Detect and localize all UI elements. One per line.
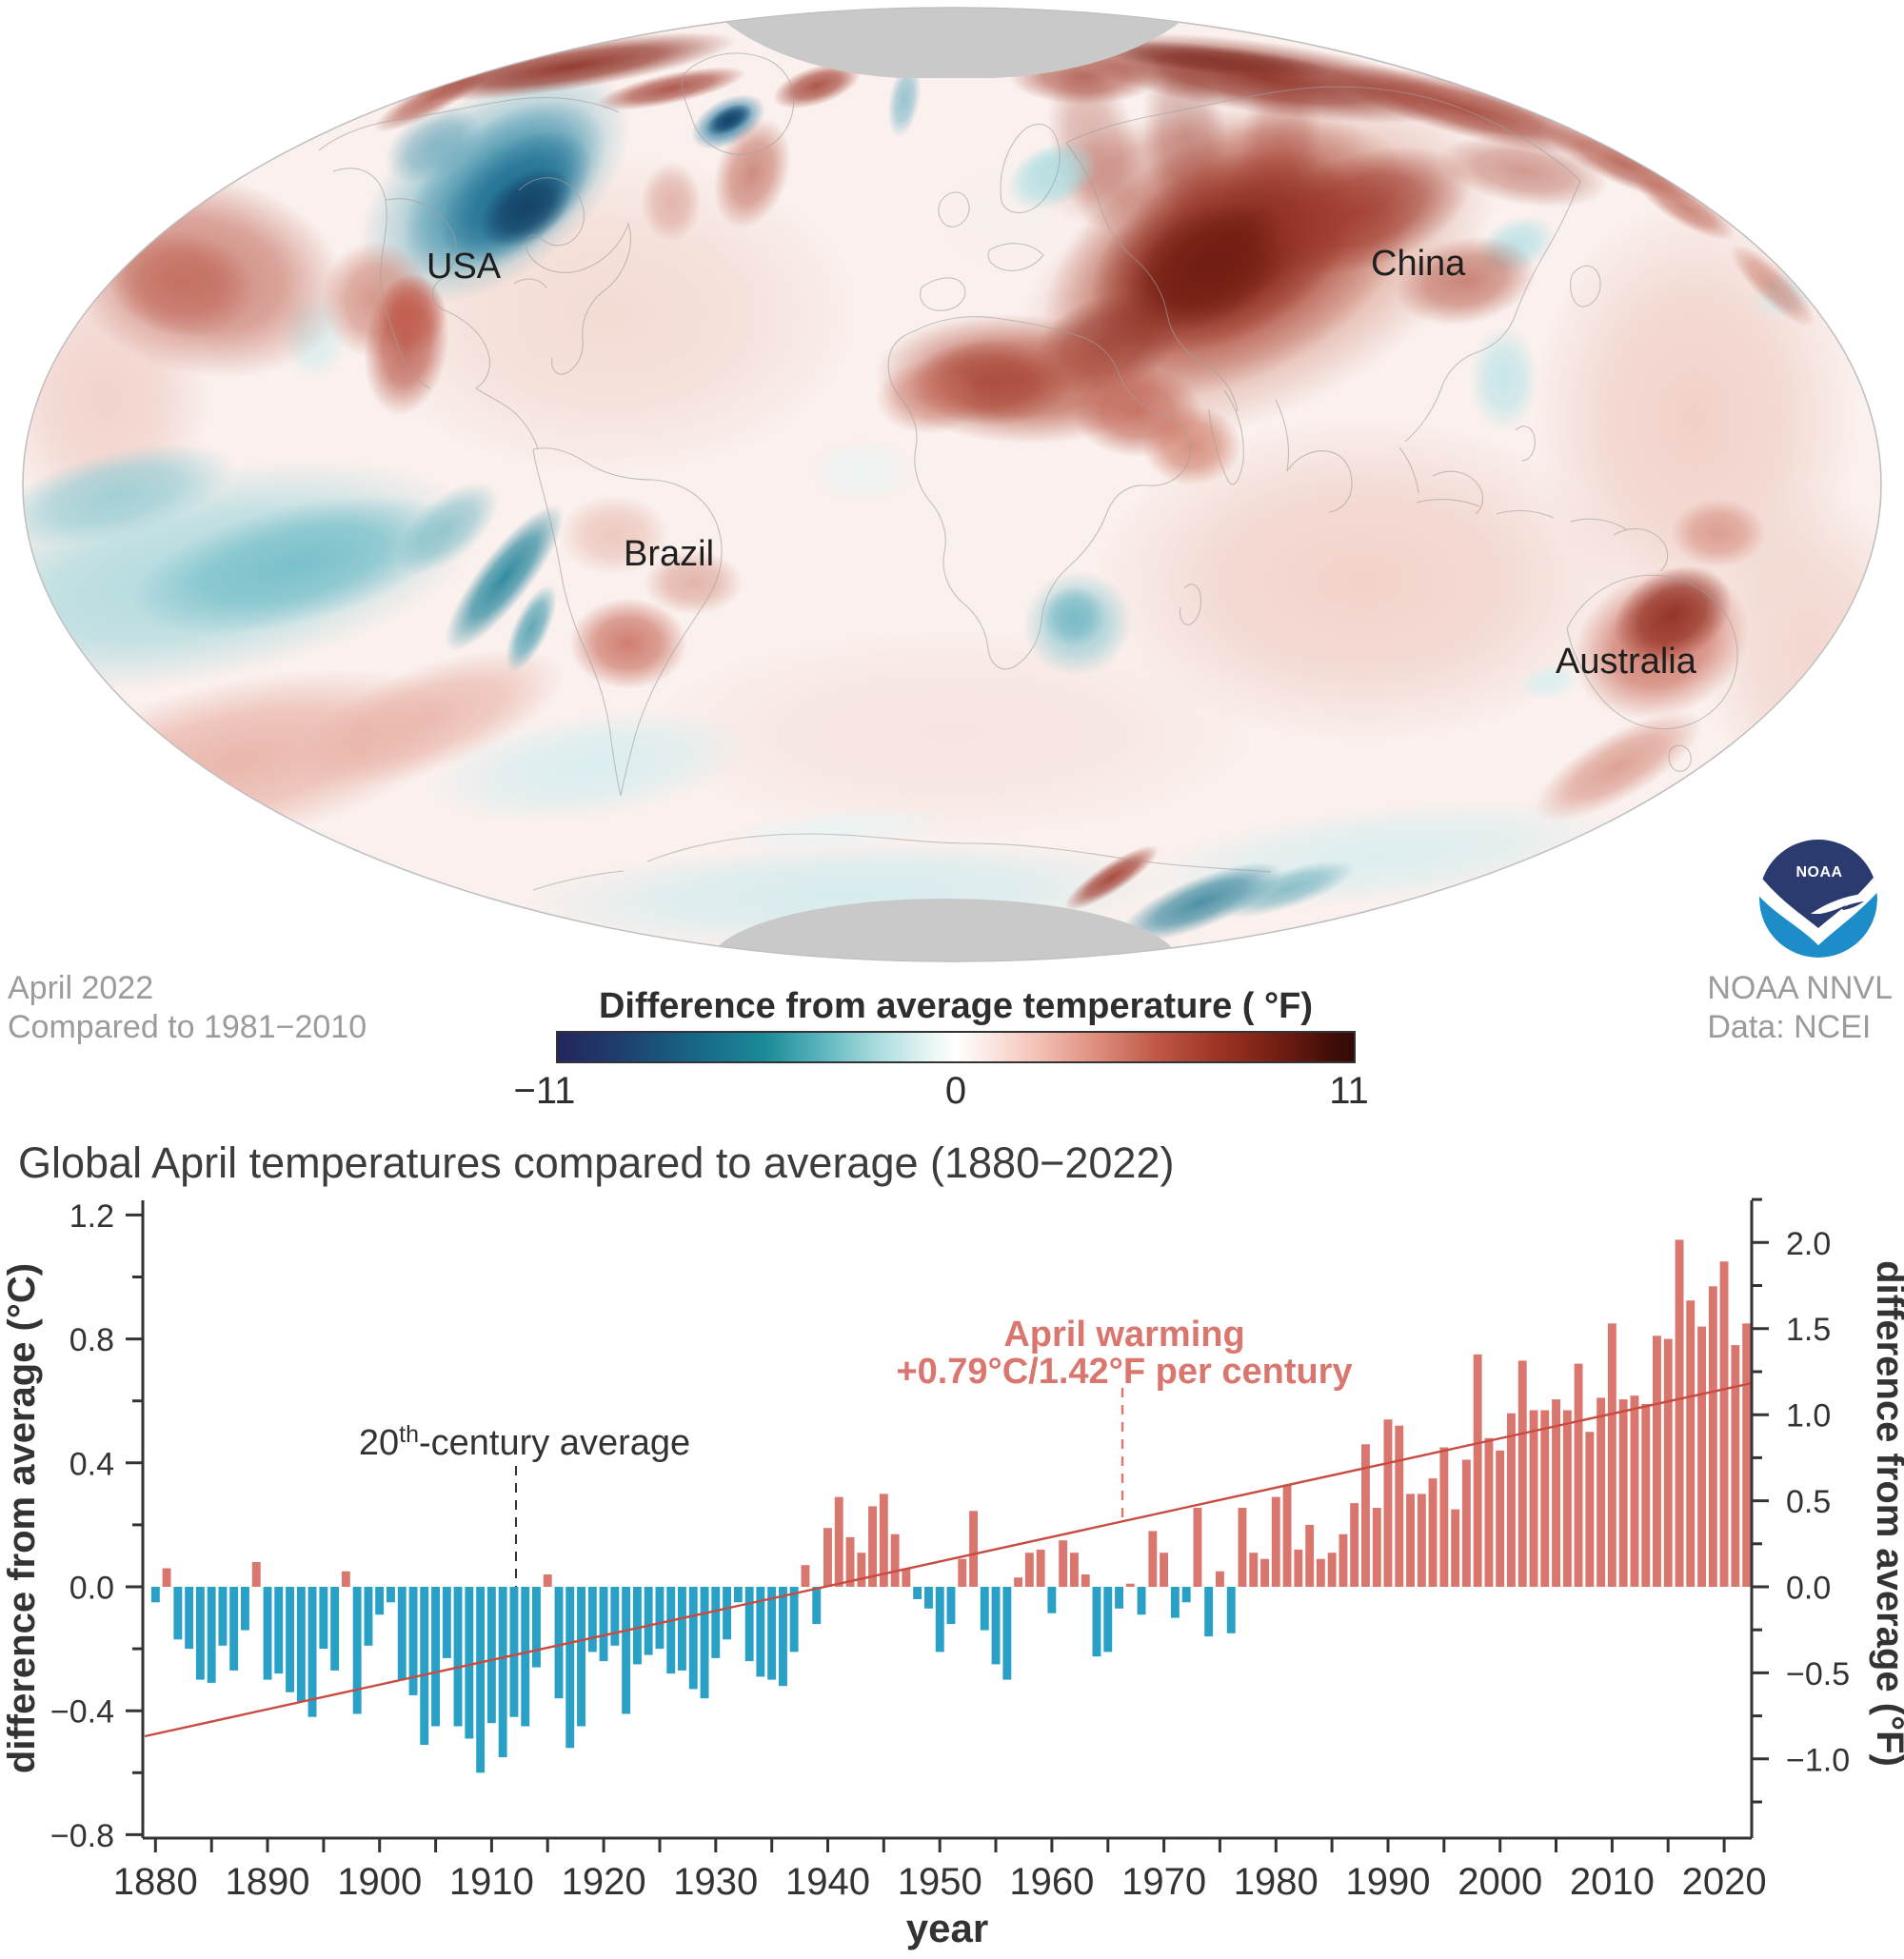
svg-text:April warming: April warming xyxy=(1003,1315,1244,1355)
svg-text:1890: 1890 xyxy=(226,1861,310,1903)
svg-text:difference from average (°F): difference from average (°F) xyxy=(1869,1260,1904,1767)
svg-text:1920: 1920 xyxy=(562,1861,646,1903)
svg-text:1990: 1990 xyxy=(1346,1861,1431,1903)
svg-text:1.0: 1.0 xyxy=(1786,1398,1831,1435)
svg-text:Australia: Australia xyxy=(1556,642,1697,682)
svg-text:1930: 1930 xyxy=(673,1861,758,1903)
svg-text:1910: 1910 xyxy=(449,1861,534,1903)
svg-text:1980: 1980 xyxy=(1234,1861,1319,1903)
svg-text:−0.4: −0.4 xyxy=(50,1694,114,1731)
svg-text:year: year xyxy=(906,1906,988,1950)
svg-text:−1.0: −1.0 xyxy=(1786,1742,1850,1778)
svg-text:1950: 1950 xyxy=(898,1861,982,1903)
svg-text:1960: 1960 xyxy=(1009,1861,1094,1903)
svg-text:NOAA: NOAA xyxy=(1795,864,1842,881)
svg-text:0.5: 0.5 xyxy=(1786,1484,1831,1520)
svg-text:1900: 1900 xyxy=(337,1861,422,1903)
svg-text:−0.5: −0.5 xyxy=(1786,1656,1850,1692)
svg-text:1940: 1940 xyxy=(785,1861,870,1903)
svg-text:1.2: 1.2 xyxy=(69,1198,114,1235)
svg-text:+0.79°C/1.42°F per century: +0.79°C/1.42°F per century xyxy=(896,1352,1352,1392)
svg-text:2010: 2010 xyxy=(1570,1861,1655,1903)
svg-text:2020: 2020 xyxy=(1682,1861,1767,1903)
svg-text:0.0: 0.0 xyxy=(69,1571,114,1607)
svg-text:Brazil: Brazil xyxy=(624,534,714,574)
svg-text:1970: 1970 xyxy=(1121,1861,1206,1903)
svg-text:USA: USA xyxy=(426,247,502,287)
svg-text:0.4: 0.4 xyxy=(69,1446,114,1482)
svg-text:2000: 2000 xyxy=(1458,1861,1542,1903)
svg-text:1.5: 1.5 xyxy=(1786,1312,1831,1348)
svg-text:20th-century average: 20th-century average xyxy=(359,1421,690,1463)
svg-text:China: China xyxy=(1371,244,1466,284)
svg-text:0.8: 0.8 xyxy=(69,1322,114,1358)
svg-text:difference from average (°C): difference from average (°C) xyxy=(1,1263,43,1773)
svg-text:0.0: 0.0 xyxy=(1786,1571,1831,1607)
svg-text:−0.8: −0.8 xyxy=(50,1818,114,1854)
svg-text:2.0: 2.0 xyxy=(1786,1226,1831,1262)
svg-text:1880: 1880 xyxy=(113,1861,198,1903)
